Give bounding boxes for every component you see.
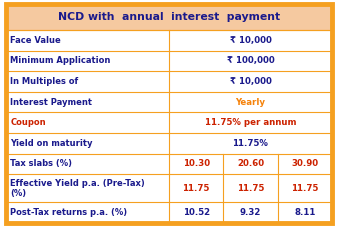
Bar <box>6 154 332 174</box>
Bar <box>6 202 332 223</box>
Text: Interest Payment: Interest Payment <box>10 98 92 107</box>
Text: 11.75: 11.75 <box>291 184 318 193</box>
Bar <box>6 51 332 71</box>
Text: ₹ 10,000: ₹ 10,000 <box>230 36 271 45</box>
Text: 8.11: 8.11 <box>294 208 316 217</box>
Bar <box>6 174 332 202</box>
Text: Yield on maturity: Yield on maturity <box>10 139 93 148</box>
Bar <box>6 4 332 30</box>
Text: Face Value: Face Value <box>10 36 61 45</box>
Text: 11.75: 11.75 <box>183 184 210 193</box>
Text: ₹ 10,000: ₹ 10,000 <box>230 77 271 86</box>
Text: 30.90: 30.90 <box>291 160 318 168</box>
Text: 9.32: 9.32 <box>240 208 261 217</box>
Text: 10.30: 10.30 <box>183 160 210 168</box>
Bar <box>6 92 332 112</box>
Text: In Multiples of: In Multiples of <box>10 77 78 86</box>
Bar <box>6 112 332 133</box>
Text: Post-Tax returns p.a. (%): Post-Tax returns p.a. (%) <box>10 208 127 217</box>
Text: ₹ 100,000: ₹ 100,000 <box>226 56 274 65</box>
Text: 20.60: 20.60 <box>237 160 264 168</box>
Text: 11.75% per annum: 11.75% per annum <box>205 118 296 127</box>
Text: 11.75%: 11.75% <box>233 139 268 148</box>
Text: 11.75: 11.75 <box>237 184 264 193</box>
Bar <box>6 30 332 51</box>
Text: Minimum Application: Minimum Application <box>10 56 111 65</box>
Text: 10.52: 10.52 <box>183 208 210 217</box>
Bar <box>6 71 332 92</box>
Text: Tax slabs (%): Tax slabs (%) <box>10 160 72 168</box>
Bar <box>6 133 332 154</box>
Text: Coupon: Coupon <box>10 118 46 127</box>
Text: Yearly: Yearly <box>236 98 265 107</box>
Text: Effective Yield p.a. (Pre-Tax)
(%): Effective Yield p.a. (Pre-Tax) (%) <box>10 179 145 198</box>
Text: NCD with  annual  interest  payment: NCD with annual interest payment <box>58 12 280 22</box>
